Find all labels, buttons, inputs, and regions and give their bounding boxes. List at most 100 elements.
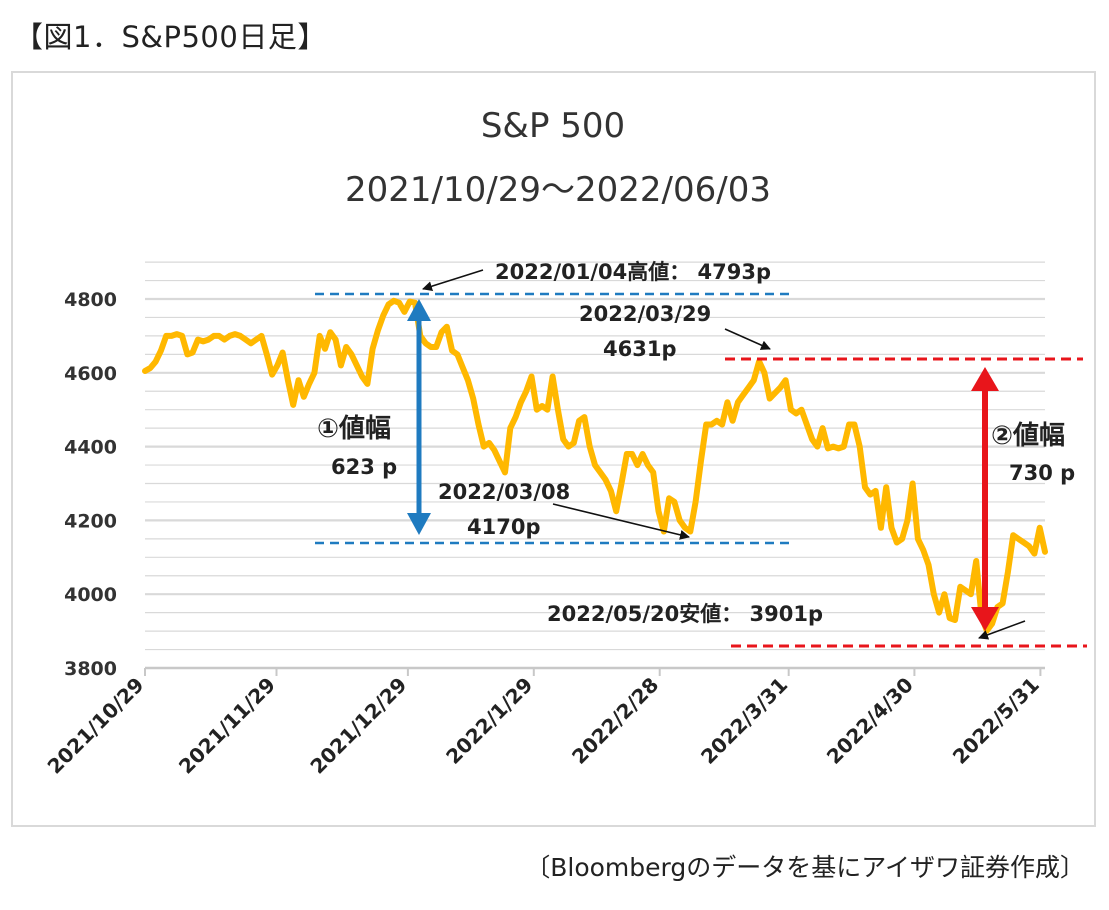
high-pointer-arrow	[422, 269, 484, 292]
data-point	[884, 485, 888, 489]
data-point	[630, 452, 634, 456]
data-point	[900, 537, 904, 541]
data-point	[286, 378, 290, 382]
mar29-pointer-arrow	[724, 328, 771, 350]
data-point	[334, 338, 337, 341]
data-point	[726, 401, 729, 404]
data-point	[297, 378, 300, 382]
x-tick-label: 2022/3/31	[696, 673, 792, 769]
data-point	[652, 471, 655, 474]
data-point	[953, 618, 957, 622]
data-point	[413, 301, 417, 304]
data-point	[678, 519, 681, 522]
data-point	[948, 616, 951, 620]
data-point	[789, 408, 793, 411]
data-point	[164, 334, 168, 338]
data-point	[1038, 526, 1041, 529]
data-point	[731, 419, 734, 422]
data-point	[440, 331, 443, 334]
data-point	[535, 408, 538, 411]
data-point	[990, 622, 994, 625]
annotation-layer	[315, 269, 1087, 648]
data-point	[233, 332, 237, 336]
data-point	[747, 386, 750, 389]
data-point	[927, 563, 930, 566]
data-point	[646, 463, 650, 467]
data-point	[1027, 545, 1031, 548]
y-tick-label: 4400	[64, 437, 117, 459]
data-point	[768, 397, 771, 400]
data-point	[202, 340, 205, 343]
data-point	[323, 347, 327, 351]
y-tick-label: 4800	[64, 289, 117, 311]
data-point	[1017, 537, 1020, 541]
data-point	[196, 338, 200, 341]
data-point	[911, 482, 914, 485]
data-point	[461, 366, 464, 369]
data-point	[371, 347, 374, 351]
data-point	[408, 300, 411, 303]
data-point	[434, 345, 438, 349]
data-point	[794, 412, 798, 415]
low-pointer-arrow	[978, 620, 1026, 640]
data-point	[546, 408, 549, 411]
data-point	[974, 559, 978, 563]
data-point	[424, 342, 427, 345]
data-point	[154, 360, 157, 363]
data-point	[509, 426, 512, 430]
data-point	[779, 386, 782, 389]
data-point	[710, 423, 713, 426]
data-point	[641, 452, 644, 456]
data-point	[593, 463, 597, 467]
data-point	[657, 509, 660, 513]
data-point	[583, 415, 586, 419]
data-point	[969, 593, 973, 596]
data-point	[567, 445, 570, 448]
data-point	[450, 349, 454, 352]
data-point	[964, 589, 967, 592]
data-point	[895, 541, 898, 544]
x-tick-label: 2022/2/28	[567, 673, 663, 769]
range1-arrow-head-up	[407, 299, 431, 321]
data-point	[281, 351, 284, 354]
series-layer	[142, 297, 1048, 634]
data-point	[493, 449, 496, 452]
data-point	[937, 611, 941, 614]
data-point	[487, 441, 491, 445]
data-point	[800, 408, 803, 411]
mar08-annotation-date: 2022/03/08	[438, 480, 570, 504]
x-tick-label: 2022/1/29	[441, 673, 537, 769]
grid-layer	[145, 261, 1045, 651]
data-point	[916, 537, 920, 541]
data-point	[599, 471, 602, 474]
data-point	[863, 485, 867, 489]
range2-arrow-head-down	[971, 607, 999, 631]
data-point	[556, 408, 560, 411]
range1-label: ①値幅	[317, 414, 391, 444]
x-tick-label: 2021/10/29	[43, 673, 149, 779]
data-point	[853, 423, 856, 426]
data-point	[816, 445, 819, 448]
y-tick-label: 4000	[64, 584, 117, 606]
data-point	[514, 415, 517, 419]
data-point	[773, 391, 777, 395]
data-point	[932, 593, 936, 596]
data-point	[466, 378, 470, 382]
data-point	[429, 345, 433, 349]
figure-title: 【図1．S&P500日足】	[14, 20, 327, 54]
data-point	[832, 445, 835, 448]
data-point	[244, 338, 247, 341]
data-point	[1012, 533, 1015, 537]
range2-value: 730 p	[1009, 461, 1075, 485]
data-point	[752, 378, 756, 382]
data-point	[763, 371, 766, 374]
data-point	[524, 390, 528, 393]
data-point	[223, 338, 226, 341]
data-point	[842, 445, 846, 448]
data-point	[307, 382, 311, 386]
data-point	[577, 419, 581, 422]
y-tick-label: 3800	[64, 658, 117, 680]
data-point	[959, 585, 962, 589]
data-point	[943, 593, 946, 596]
